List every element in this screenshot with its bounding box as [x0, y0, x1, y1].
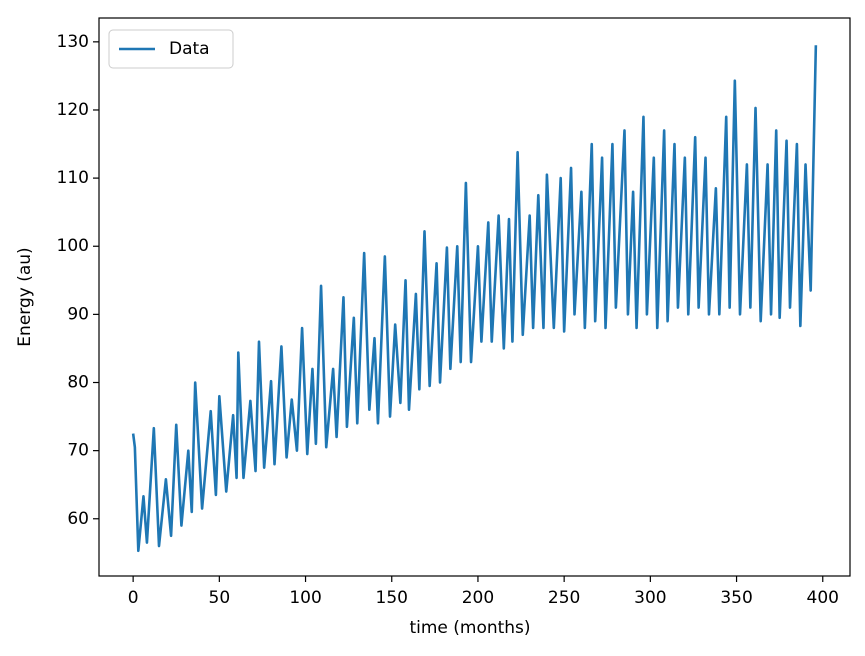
y-axis-label: Energy (au) — [15, 247, 35, 346]
x-tick-label: 100 — [289, 588, 321, 608]
y-tick-label: 90 — [67, 304, 89, 324]
legend-box — [108, 29, 234, 69]
x-tick-label: 0 — [128, 588, 139, 608]
plot-frame — [98, 17, 851, 577]
y-tick-label: 70 — [67, 441, 89, 461]
y-tick-label: 130 — [57, 32, 89, 52]
x-tick-label: 300 — [634, 588, 666, 608]
y-tick-label: 110 — [57, 168, 89, 188]
data-line — [131, 45, 818, 553]
y-tick-label: 80 — [67, 373, 89, 393]
x-tick-label: 250 — [548, 588, 580, 608]
x-tick-label: 50 — [209, 588, 231, 608]
x-tick-label: 200 — [462, 588, 494, 608]
legend-label: Data — [169, 39, 210, 59]
y-tick-label: 60 — [67, 509, 89, 529]
x-tick-label: 350 — [720, 588, 752, 608]
x-tick-label: 400 — [807, 588, 839, 608]
x-axis-label: time (months) — [409, 618, 530, 638]
y-tick-label: 100 — [57, 236, 89, 256]
y-tick-label: 120 — [57, 100, 89, 120]
x-tick-label: 150 — [376, 588, 408, 608]
